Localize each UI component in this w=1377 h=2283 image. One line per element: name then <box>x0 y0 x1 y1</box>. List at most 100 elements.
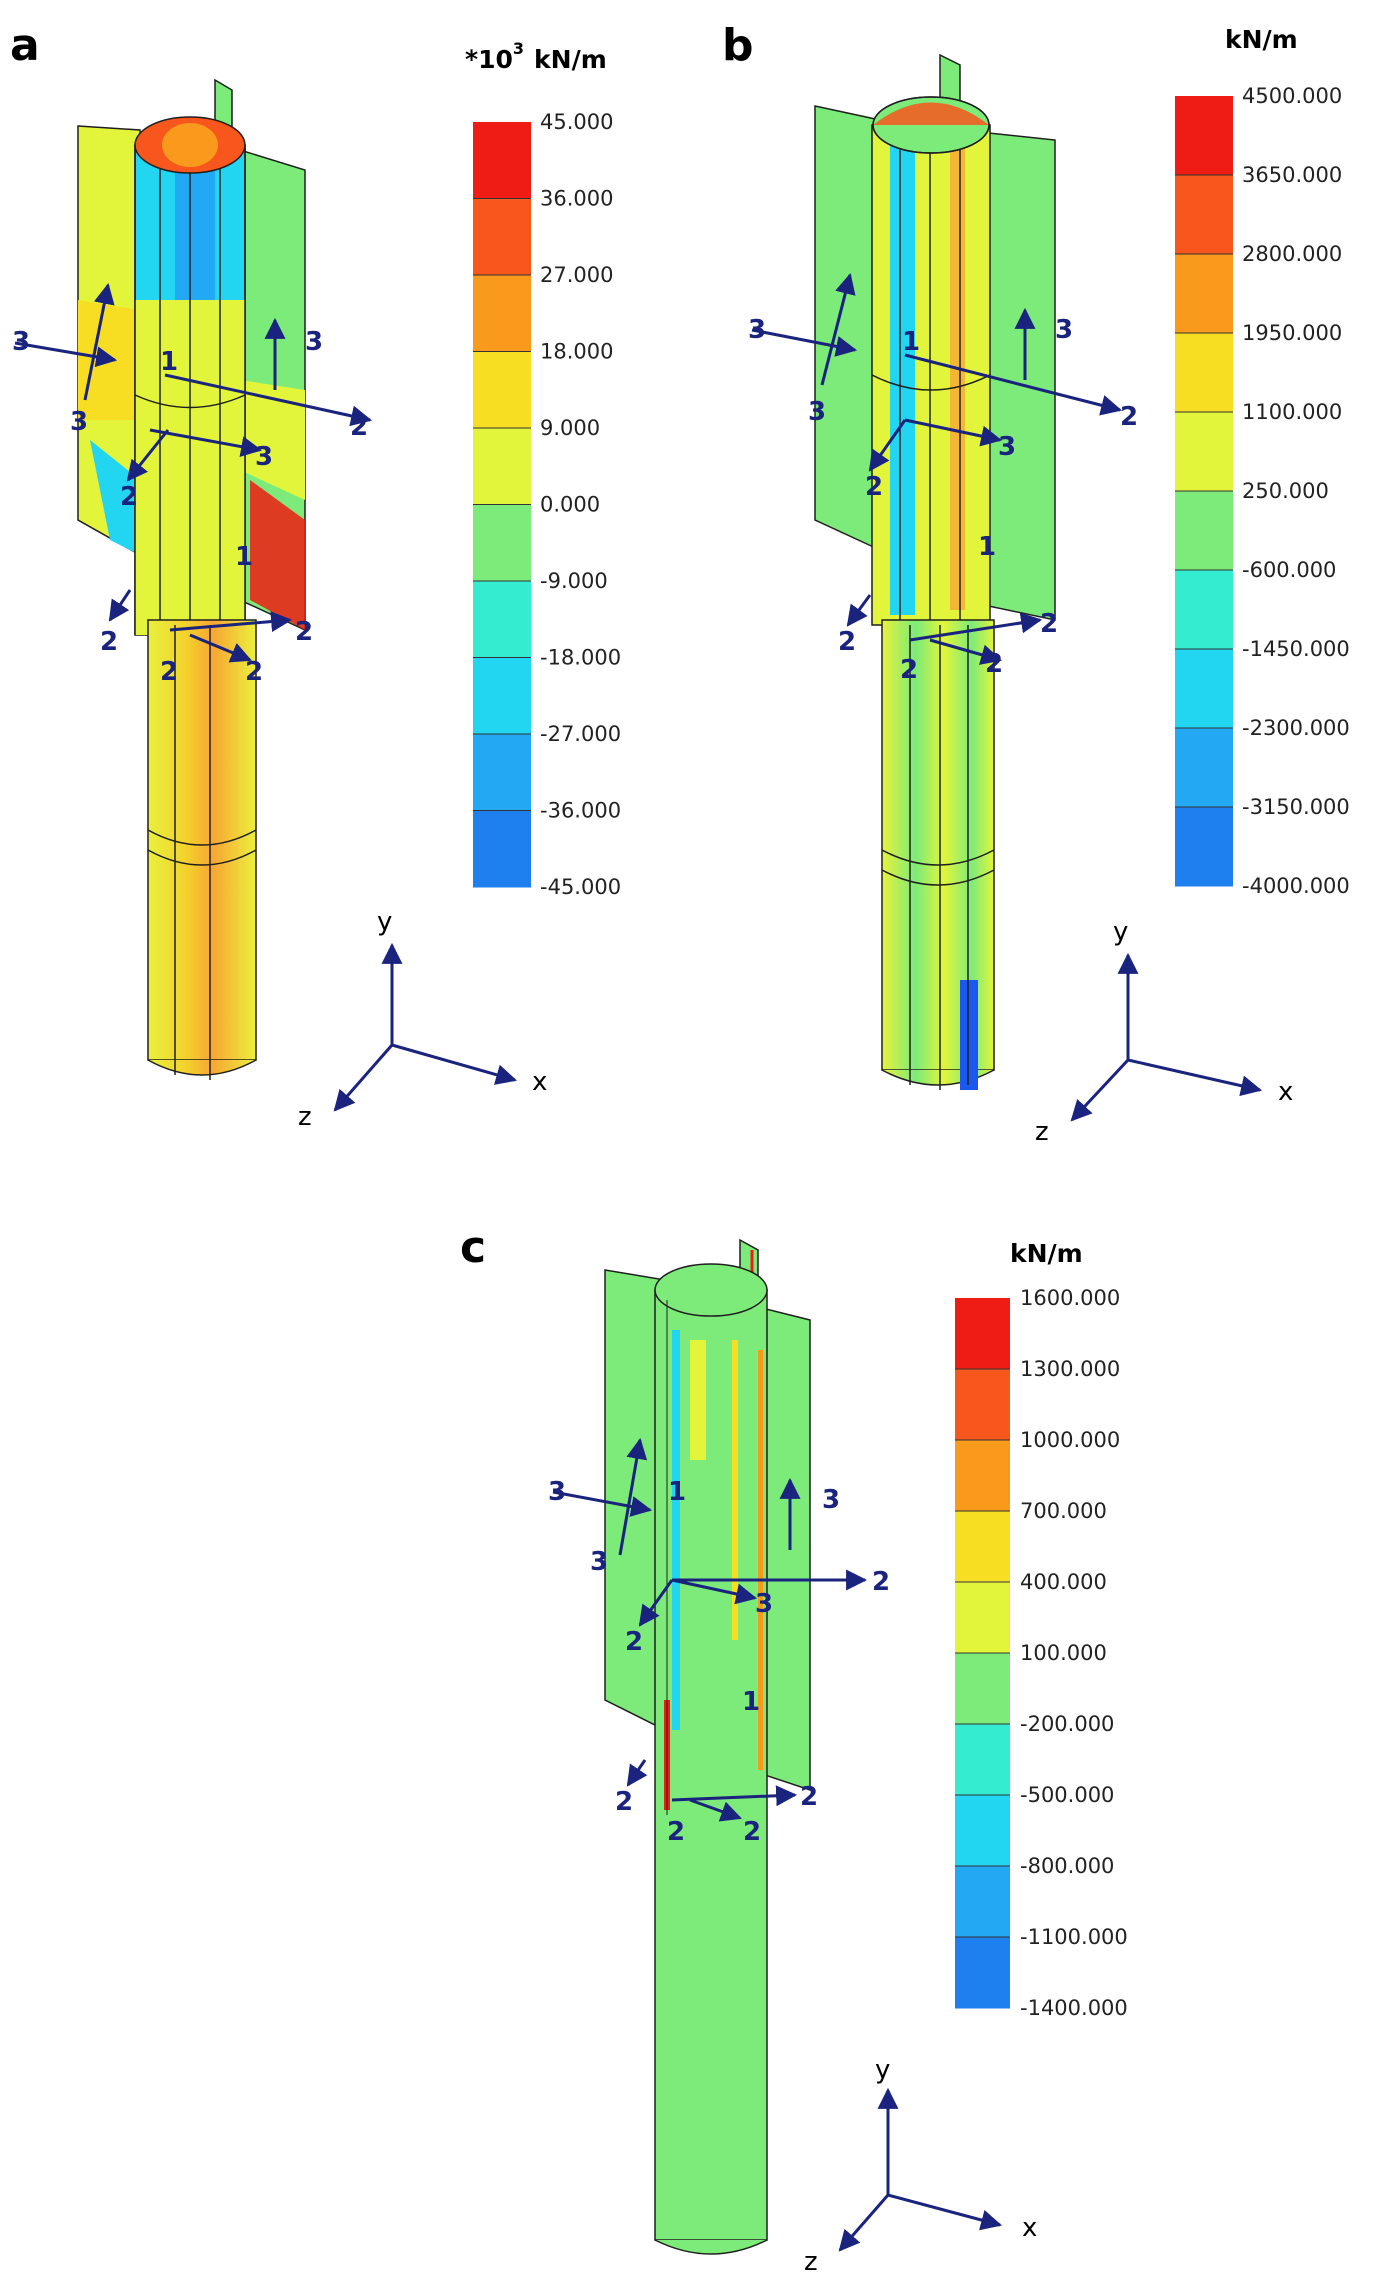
colorbar-band <box>1175 491 1233 571</box>
colorbar-c-bands <box>955 1298 1010 2009</box>
colorbar-tick-label: -1400.000 <box>1020 1996 1128 2020</box>
colorbar-tick-label: -4000.000 <box>1242 874 1350 898</box>
colorbar-c-unit: kN/m <box>1010 1239 1083 1268</box>
model-b-lower-cylinder <box>881 619 995 1090</box>
colorbar-band <box>1175 807 1233 887</box>
local-axes-a <box>14 282 373 663</box>
colorbar-band <box>955 1866 1010 1938</box>
model-b-upper-cylinder <box>871 96 991 626</box>
panel-c: c 3 <box>460 1222 1128 2277</box>
lcs-label: 3 <box>808 397 826 427</box>
colorbar-tick-label: 4500.000 <box>1242 84 1342 108</box>
lcs-label: 1 <box>668 1477 686 1507</box>
colorbar-tick-label: -36.000 <box>540 799 621 823</box>
colorbar-tick-label: -1450.000 <box>1242 637 1350 661</box>
local-axis-labels-b: 3 2 1 3 3 2 2 3 2 2 1 2 <box>748 315 1138 685</box>
lcs-label: 2 <box>625 1627 643 1657</box>
colorbar-b-bands <box>1175 96 1233 887</box>
lcs-label: 1 <box>235 542 253 572</box>
lcs-label: 2 <box>120 482 138 512</box>
colorbar-b: kN/m 4500.000 3650.000 2800.000 1950.000 110… <box>1175 25 1350 898</box>
colorbar-tick-label: 45.000 <box>540 110 613 134</box>
colorbar-tick-label: 3650.000 <box>1242 163 1342 187</box>
axis-y-label: y <box>1113 917 1128 947</box>
colorbar-tick-label: -800.000 <box>1020 1854 1114 1878</box>
colorbar-band <box>955 1298 1010 1370</box>
lcs-label: 2 <box>667 1817 685 1847</box>
colorbar-band <box>473 198 531 276</box>
model-a-upper-cylinder <box>134 116 246 636</box>
colorbar-band <box>1175 649 1233 729</box>
colorbar-tick-label: 2800.000 <box>1242 242 1342 266</box>
lcs-label: 2 <box>872 1567 890 1597</box>
lcs-label: 2 <box>865 472 883 502</box>
colorbar-band <box>473 810 531 888</box>
local-axes-c <box>552 1437 868 1822</box>
colorbar-tick-label: 18.000 <box>540 340 613 364</box>
colorbar-tick-label: 27.000 <box>540 263 613 287</box>
colorbar-tick-label: 1100.000 <box>1242 400 1342 424</box>
colorbar-tick-label: 250.000 <box>1242 479 1329 503</box>
colorbar-tick-label: -1100.000 <box>1020 1925 1128 1949</box>
lcs-label: 2 <box>838 627 856 657</box>
colorbar-a-ticks: 45.000 36.000 27.000 18.000 9.000 0.000 -9.000… <box>540 110 621 899</box>
model-a-lower-cylinder <box>147 619 257 1080</box>
lcs-label: 2 <box>743 1817 761 1847</box>
colorbar-a: *103 kN/m 45.000 36.000 27.000 18.000 9.000 0.… <box>465 39 621 899</box>
lcs-label: 1 <box>742 1687 760 1717</box>
colorbar-a-unit: *103 kN/m <box>465 39 607 74</box>
axis-y-label: y <box>377 907 392 937</box>
global-axes-c: y x z <box>804 2055 1037 2277</box>
axis-z-label: z <box>298 1102 312 1132</box>
lcs-label: 2 <box>350 412 368 442</box>
lcs-label: 2 <box>100 627 118 657</box>
colorbar-tick-label: -200.000 <box>1020 1712 1114 1736</box>
axis-z-label: z <box>804 2247 818 2277</box>
colorbar-band <box>473 734 531 811</box>
axis-x-label: x <box>532 1067 547 1097</box>
colorbar-band <box>473 657 531 735</box>
lcs-label: 3 <box>12 327 30 357</box>
model-c-cylinder <box>654 1263 768 2255</box>
colorbar-tick-label: -3150.000 <box>1242 795 1350 819</box>
colorbar-tick-label: -500.000 <box>1020 1783 1114 1807</box>
axis-y-label: y <box>875 2055 890 2085</box>
colorbar-band <box>1175 728 1233 808</box>
global-axes-b: y x z <box>1035 917 1293 1147</box>
colorbar-band <box>955 1511 1010 1583</box>
lcs-label: 3 <box>755 1589 773 1619</box>
colorbar-tick-label: 9.000 <box>540 416 600 440</box>
colorbar-band <box>955 1440 1010 1512</box>
lcs-label: 1 <box>160 347 178 377</box>
colorbar-tick-label: 400.000 <box>1020 1570 1107 1594</box>
panel-label-b: b <box>722 20 754 71</box>
colorbar-b-unit: kN/m <box>1225 25 1298 54</box>
colorbar-tick-label: -9.000 <box>540 569 608 593</box>
axis-x-label: x <box>1278 1077 1293 1107</box>
lcs-label: 2 <box>800 1782 818 1812</box>
colorbar-tick-label: -2300.000 <box>1242 716 1350 740</box>
colorbar-tick-label: 1000.000 <box>1020 1428 1120 1452</box>
colorbar-band <box>955 1795 1010 1867</box>
colorbar-tick-label: 1300.000 <box>1020 1357 1120 1381</box>
colorbar-tick-label: -45.000 <box>540 875 621 899</box>
lcs-label: 3 <box>748 315 766 345</box>
colorbar-band <box>955 1582 1010 1654</box>
lcs-label: 2 <box>295 617 313 647</box>
lcs-label: 2 <box>160 657 178 687</box>
colorbar-band <box>955 1653 1010 1725</box>
colorbar-band <box>1175 570 1233 650</box>
colorbar-band <box>1175 412 1233 492</box>
lcs-label: 3 <box>998 432 1016 462</box>
lcs-label: 2 <box>985 649 1003 679</box>
colorbar-tick-label: 36.000 <box>540 187 613 211</box>
colorbar-c-ticks: 1600.000 1300.000 1000.000 700.000 400.000 10… <box>1020 1286 1128 2020</box>
colorbar-tick-label: -27.000 <box>540 722 621 746</box>
local-axis-labels-c: 3 2 1 3 3 2 2 3 2 2 1 2 <box>548 1477 890 1847</box>
colorbar-tick-label: 1600.000 <box>1020 1286 1120 1310</box>
lcs-label: 3 <box>255 442 273 472</box>
colorbar-a-bands <box>473 122 531 888</box>
lcs-label: 1 <box>978 532 996 562</box>
colorbar-tick-label: 1950.000 <box>1242 321 1342 345</box>
lcs-label: 3 <box>548 1477 566 1507</box>
